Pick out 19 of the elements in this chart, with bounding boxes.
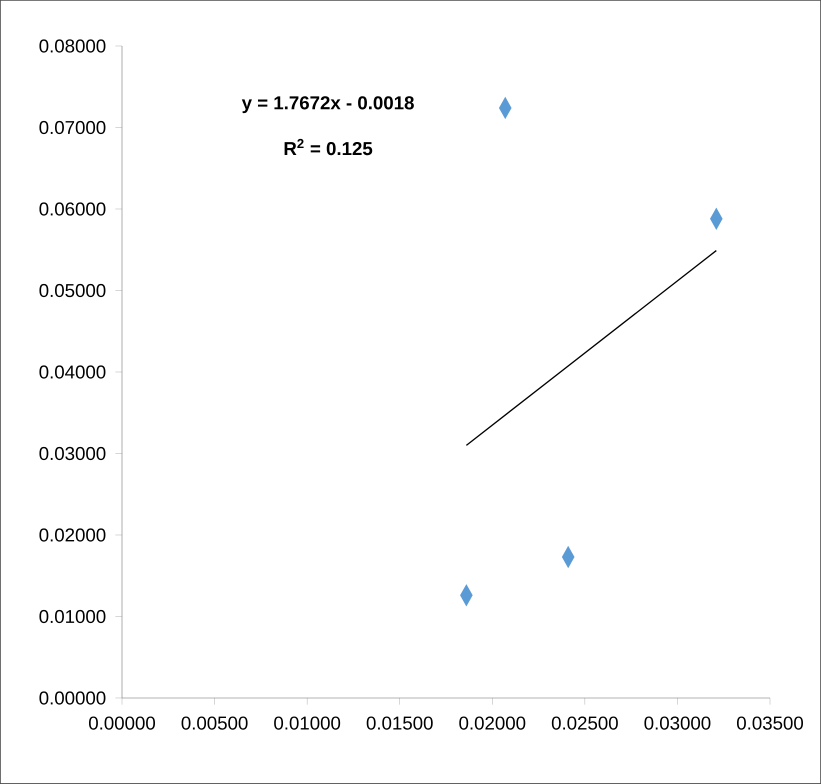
x-tick-label: 0.00000 (89, 716, 156, 730)
annotation: R$^{2}$ = 0.125 (284, 138, 372, 156)
y-tick-label: 0.06000 (39, 202, 106, 216)
x-tick-label: 0.01000 (274, 716, 340, 730)
y-tick-label: 0.04000 (39, 365, 106, 379)
y-tick-label: 0.00000 (39, 691, 106, 705)
x-tick-label: 0.00500 (182, 716, 248, 730)
y-tick-label: 0.01000 (39, 610, 106, 624)
x-tick-label: 0.03500 (736, 716, 804, 730)
y-tick-label: 0.03000 (39, 446, 106, 460)
x-tick-label: 0.01500 (366, 716, 433, 730)
y-tick-label: 0.08000 (39, 39, 106, 53)
y-tick-label: 0.05000 (39, 284, 106, 298)
annotation: y = 1.7672x - 0.0018 (242, 96, 414, 114)
y-tick-label: 0.07000 (39, 120, 106, 134)
x-tick-label: 0.02000 (459, 716, 526, 730)
x-tick-label: 0.03000 (644, 716, 710, 730)
y-tick-label: 0.02000 (39, 528, 106, 542)
x-tick-label: 0.02500 (552, 716, 618, 730)
